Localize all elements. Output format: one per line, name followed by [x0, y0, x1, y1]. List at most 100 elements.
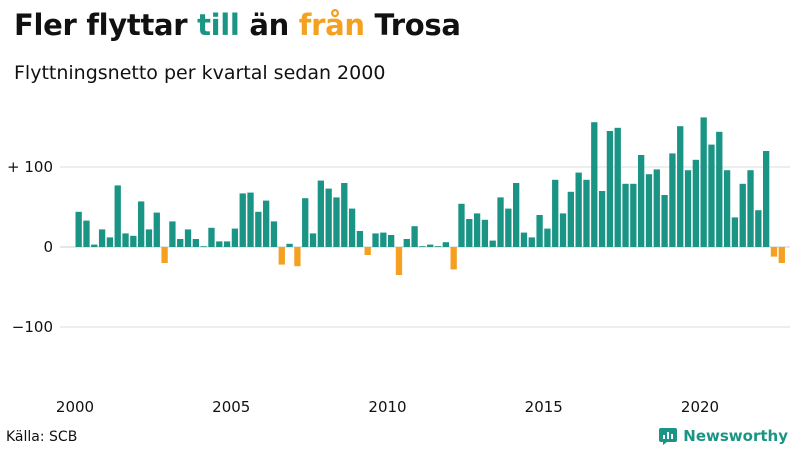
- bar: [739, 183, 746, 247]
- bar: [520, 232, 528, 247]
- bar: [505, 208, 512, 247]
- bar: [356, 231, 364, 247]
- bar: [489, 240, 496, 247]
- bar: [98, 229, 106, 247]
- bar: [755, 210, 762, 247]
- bar: [130, 235, 137, 247]
- bar: [442, 242, 449, 247]
- x-tick-label: 2020: [681, 398, 719, 416]
- bar: [395, 247, 403, 275]
- bar: [583, 179, 590, 247]
- bar: [544, 228, 551, 247]
- bar: [184, 229, 192, 247]
- newsworthy-chart-logo-icon: [659, 428, 678, 445]
- bar: [552, 179, 559, 247]
- bar: [536, 215, 543, 247]
- brand-logo[interactable]: Newsworthy: [658, 426, 788, 446]
- bar: [239, 193, 246, 247]
- bar: [497, 197, 504, 247]
- bar: [731, 217, 739, 247]
- bar: [114, 185, 121, 247]
- bar: [708, 144, 715, 247]
- bar: [747, 170, 754, 247]
- bar: [348, 208, 356, 247]
- bar: [559, 213, 567, 247]
- bar: [247, 192, 254, 247]
- y-tick-label: + 100: [7, 158, 53, 176]
- bar: [177, 239, 184, 247]
- bar: [778, 247, 785, 263]
- source-note: Källa: SCB: [6, 429, 78, 445]
- bar: [286, 243, 293, 247]
- bar: [270, 221, 278, 247]
- bar: [606, 131, 614, 247]
- bar: [372, 233, 379, 247]
- x-tick-label: 2010: [368, 398, 406, 416]
- bar: [763, 151, 770, 247]
- bar: [161, 247, 168, 263]
- bar: [419, 246, 426, 247]
- page-title: Fler flyttar till än från Trosa: [14, 8, 461, 42]
- bar: [622, 183, 629, 247]
- bar: [591, 122, 598, 247]
- y-tick-label: −100: [12, 318, 53, 336]
- bar: [692, 159, 699, 247]
- y-axis-labels: + 100 0 −100: [7, 158, 53, 336]
- bar: [75, 211, 82, 247]
- bar: [309, 233, 317, 247]
- bar: [567, 191, 574, 247]
- bar: [333, 197, 340, 247]
- title-highlight-fran: från: [298, 8, 365, 42]
- bar: [770, 247, 778, 257]
- x-tick-label: 2000: [56, 398, 94, 416]
- bar: [278, 247, 285, 265]
- bar: [638, 155, 645, 247]
- brand-name: Newsworthy: [683, 427, 788, 445]
- x-tick-label: 2005: [212, 398, 250, 416]
- bar: [466, 219, 473, 247]
- bar: [684, 170, 692, 247]
- bar: [106, 237, 114, 247]
- bar: [700, 117, 707, 248]
- bar: [528, 237, 535, 247]
- bar: [458, 203, 465, 247]
- bar: [450, 247, 457, 270]
- x-tick-label: 2015: [525, 398, 563, 416]
- bar: [614, 127, 621, 247]
- bars-layer: [75, 117, 785, 275]
- chart-subtitle: Flyttningsnetto per kvartal sedan 2000: [14, 62, 386, 84]
- bar: [192, 239, 199, 247]
- bar: [513, 183, 520, 247]
- bar: [341, 183, 348, 247]
- bar: [434, 246, 442, 247]
- bar: [153, 212, 160, 247]
- bar: [364, 247, 371, 255]
- bar: [598, 191, 606, 247]
- title-part-3: än: [239, 8, 299, 42]
- bar: [325, 188, 332, 247]
- bar: [427, 244, 434, 247]
- title-part-5: Trosa: [364, 8, 461, 42]
- bar: [122, 233, 129, 247]
- x-axis-labels: 2000 2005 2010 2015 2020: [56, 398, 719, 416]
- bar: [216, 241, 223, 247]
- y-tick-label: 0: [43, 238, 53, 256]
- bar: [200, 246, 207, 247]
- bar: [138, 201, 145, 247]
- bar: [263, 200, 270, 247]
- bar: [145, 229, 153, 247]
- bar: [255, 211, 262, 247]
- bar: [630, 183, 637, 247]
- title-part-1: Fler flyttar: [14, 8, 198, 42]
- bar: [294, 247, 301, 267]
- bar: [388, 235, 395, 247]
- bar: [208, 227, 215, 247]
- bar: [716, 131, 723, 247]
- bar: [231, 228, 239, 247]
- bar: [669, 153, 676, 247]
- bar: [411, 226, 418, 247]
- bar: [661, 195, 668, 247]
- bar: [645, 174, 653, 247]
- bar: [473, 213, 481, 247]
